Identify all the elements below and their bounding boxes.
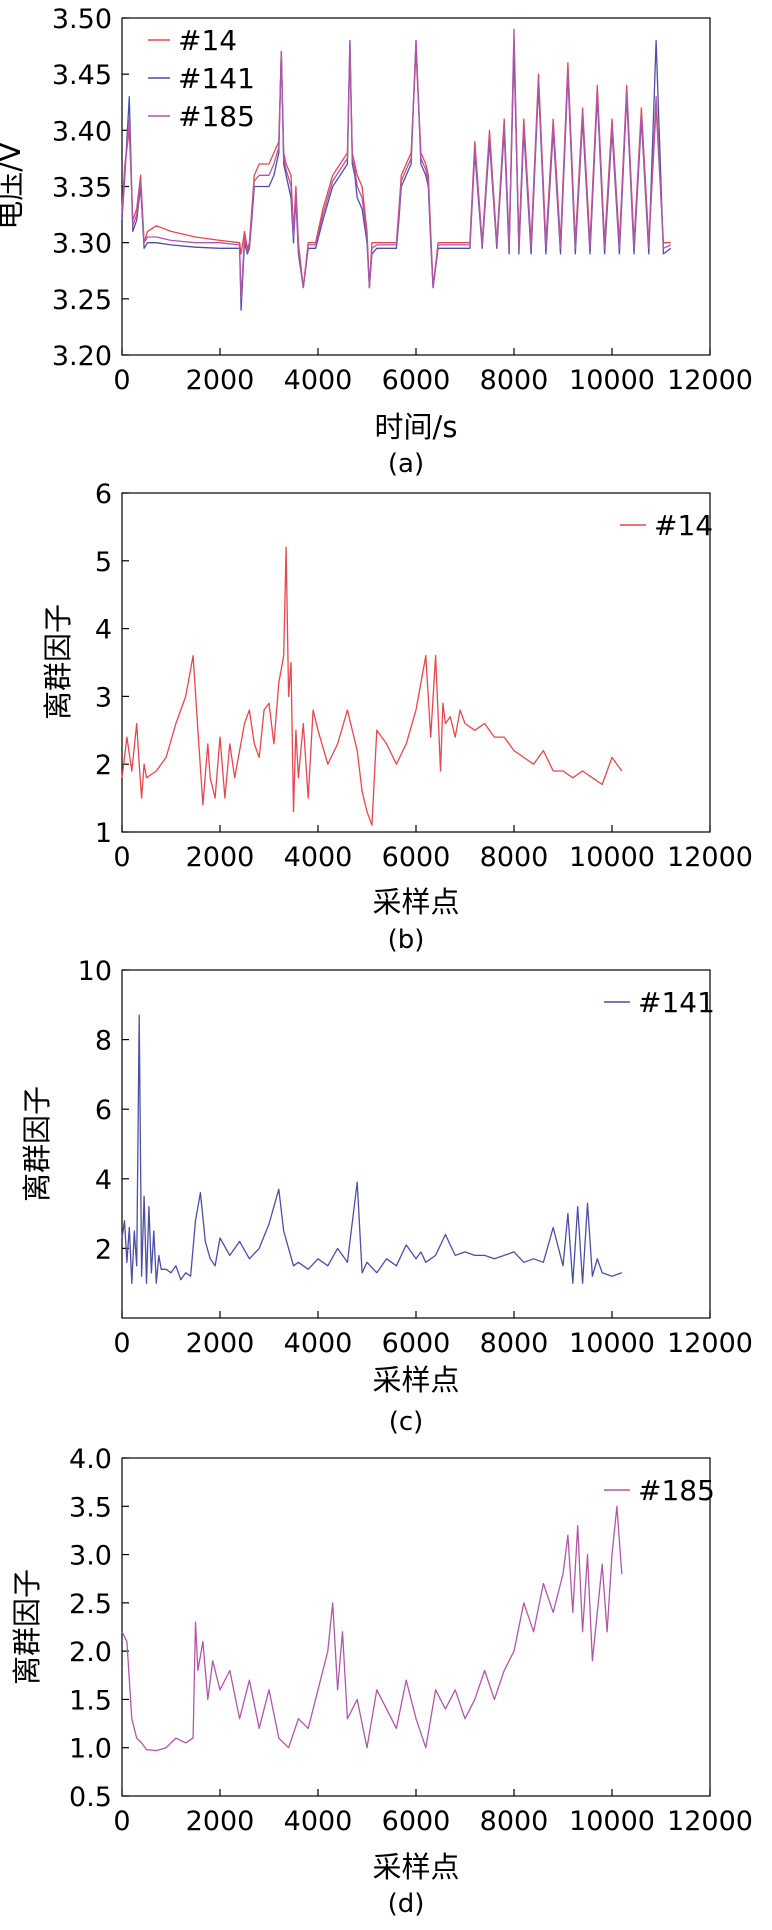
x-tick-label: 8000 (480, 1328, 549, 1359)
y-tick-label: 3.30 (52, 229, 112, 260)
y-tick-label: 2.5 (69, 1589, 112, 1620)
y-tick-label: 3.0 (69, 1541, 112, 1572)
x-tick-label: 8000 (480, 365, 549, 396)
x-tick-label: 6000 (382, 1806, 451, 1837)
series-line (121, 1505, 623, 1752)
y-tick-label: 1 (95, 818, 112, 849)
chart-panel: 0 2000 4000 6000 8000 10000 12000 1 2 3 4 5 6 #14 采样点 离… (41, 479, 753, 955)
y-axis-label: 离群因子 (20, 1086, 54, 1202)
y-tick-label: 2.0 (69, 1637, 112, 1668)
legend-label: #141 (638, 986, 715, 1019)
panel-caption: (d) (388, 1889, 425, 1919)
x-tick-label: 2000 (186, 842, 255, 873)
y-tick-label: 4 (95, 615, 112, 646)
x-tick-label: 6000 (382, 1328, 451, 1359)
x-tick-label: 10000 (569, 365, 655, 396)
x-axis-label: 采样点 (372, 1850, 459, 1884)
x-tick-label: 12000 (667, 1806, 753, 1837)
x-tick-label: 8000 (480, 842, 549, 873)
y-tick-label: 6 (95, 479, 112, 510)
y-axis-label: 离群因子 (41, 604, 75, 720)
x-tick-label: 0 (113, 1806, 130, 1837)
y-tick-label: 3.50 (52, 4, 112, 35)
x-tick-label: 12000 (667, 1328, 753, 1359)
legend-label: #185 (638, 1474, 715, 1507)
chart-panel: 0 2000 4000 6000 8000 10000 12000 0.5 1.0 1.5 2.0 2… (10, 1444, 753, 1919)
y-tick-label: 1.5 (69, 1685, 112, 1716)
y-tick-label: 3.40 (52, 116, 112, 147)
series-line (121, 546, 623, 826)
y-tick-label: 6 (95, 1095, 112, 1126)
y-tick-label: 2 (95, 1234, 112, 1265)
panel-caption: (a) (388, 449, 424, 479)
x-tick-label: 8000 (480, 1806, 549, 1837)
plot-frame (121, 492, 711, 833)
y-tick-label: 4 (95, 1165, 112, 1196)
x-tick-label: 2000 (186, 365, 255, 396)
x-tick-label: 0 (113, 1328, 130, 1359)
y-axis-label: 离群因子 (10, 1569, 44, 1685)
y-tick-label: 10 (78, 956, 112, 987)
y-tick-label: 2 (95, 750, 112, 781)
x-tick-label: 0 (113, 365, 130, 396)
y-tick-label: 1.0 (69, 1734, 112, 1765)
x-tick-label: 10000 (569, 842, 655, 873)
series-line (121, 1014, 623, 1284)
y-tick-label: 3.45 (52, 60, 112, 91)
legend-label: #141 (178, 62, 255, 95)
x-axis-label: 采样点 (372, 885, 459, 919)
legend-label: #185 (178, 100, 255, 133)
y-tick-label: 3.20 (52, 341, 112, 372)
x-tick-label: 10000 (569, 1328, 655, 1359)
panel-caption: (b) (388, 925, 425, 955)
y-tick-label: 8 (95, 1026, 112, 1057)
plot-frame (121, 1457, 711, 1797)
y-tick-label: 3.35 (52, 173, 112, 204)
y-tick-label: 5 (95, 547, 112, 578)
x-tick-label: 6000 (382, 365, 451, 396)
chart-panel: 0 2000 4000 6000 8000 10000 12000 2 4 6 8 10 #141 采样点… (20, 956, 753, 1437)
series-line (121, 28, 672, 300)
x-tick-label: 6000 (382, 842, 451, 873)
x-axis-label: 时间/s (375, 410, 458, 444)
x-tick-label: 4000 (284, 1328, 353, 1359)
x-tick-label: 12000 (667, 842, 753, 873)
y-axis-label: 电压/V (0, 142, 27, 230)
y-tick-label: 3.25 (52, 285, 112, 316)
x-tick-label: 10000 (569, 1806, 655, 1837)
legend-label: #14 (178, 24, 237, 57)
panel-caption: (c) (389, 1407, 424, 1437)
x-axis-label: 采样点 (372, 1363, 459, 1397)
legend-label: #14 (654, 509, 713, 542)
plot-frame (121, 969, 711, 1319)
x-tick-label: 4000 (284, 1806, 353, 1837)
y-tick-label: 3.5 (69, 1492, 112, 1523)
y-tick-label: 4.0 (69, 1444, 112, 1475)
chart-panel: 0 2000 4000 6000 8000 10000 12000 3.20 3.25 3.30 3… (0, 4, 753, 479)
y-tick-label: 3 (95, 682, 112, 713)
x-tick-label: 0 (113, 842, 130, 873)
x-tick-label: 2000 (186, 1328, 255, 1359)
x-tick-label: 2000 (186, 1806, 255, 1837)
x-tick-label: 4000 (284, 365, 353, 396)
x-tick-label: 12000 (667, 365, 753, 396)
x-tick-label: 4000 (284, 842, 353, 873)
y-tick-label: 0.5 (69, 1782, 112, 1813)
